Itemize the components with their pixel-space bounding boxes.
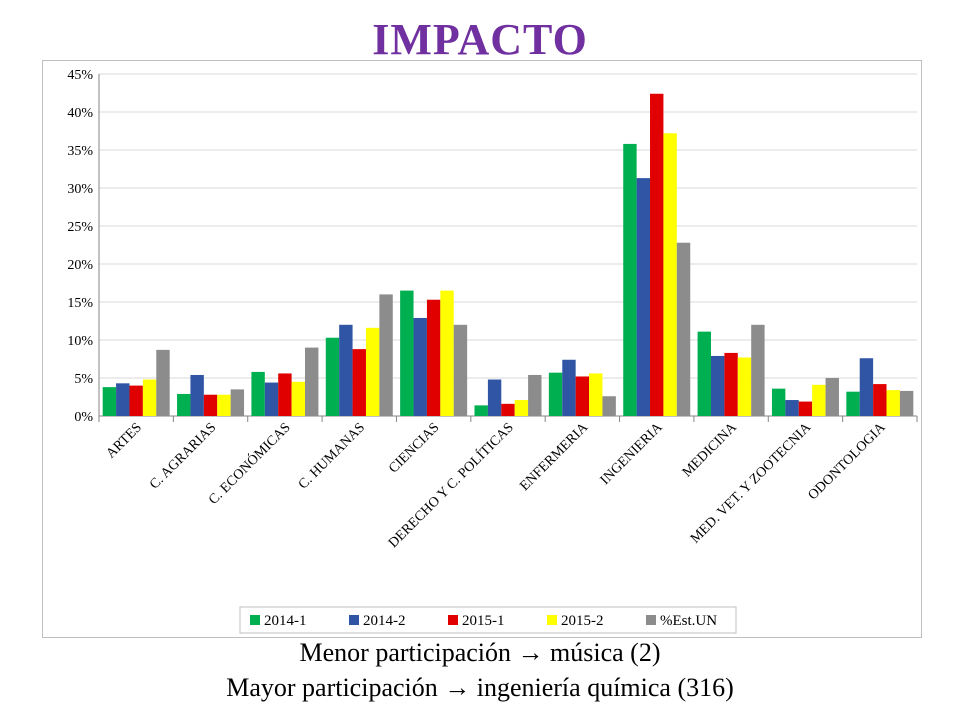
- bar: [724, 352, 738, 416]
- bar: [501, 403, 515, 416]
- y-tick-label: 0%: [74, 410, 93, 425]
- legend-label: 2015-2: [561, 613, 604, 629]
- bar: [589, 373, 603, 416]
- bar: [771, 388, 786, 416]
- bar: [575, 376, 590, 416]
- bar: [453, 324, 468, 416]
- x-tick-label: INGENIERIA: [598, 420, 666, 488]
- x-tick-label: MED. VET. Y ZOOTECNIA: [688, 420, 815, 547]
- bar: [825, 378, 839, 416]
- bar: [528, 374, 542, 416]
- bar: [751, 324, 765, 416]
- bar: [156, 349, 170, 416]
- bar: [177, 393, 191, 416]
- bar: [278, 373, 292, 416]
- y-tick-label: 45%: [67, 68, 93, 83]
- x-tick-label: C. HUMANAS: [296, 420, 368, 492]
- bar: [217, 394, 231, 416]
- caption-min-participation: Menor participación → música (2): [299, 638, 661, 667]
- y-tick-label: 40%: [67, 106, 93, 121]
- bar: [203, 394, 218, 416]
- bar: [325, 337, 340, 416]
- bar: [737, 357, 752, 416]
- legend-swatch: [547, 615, 557, 625]
- bar: [676, 242, 691, 416]
- bar: [365, 327, 380, 416]
- bar: [413, 317, 427, 416]
- bar: [264, 382, 279, 416]
- x-tick-label: ODONTOLOGIA: [806, 420, 890, 504]
- x-tick-label: ENFERMERIA: [517, 420, 591, 494]
- y-tick-label: 10%: [67, 334, 93, 349]
- bar: [251, 371, 265, 416]
- bar: [859, 358, 874, 416]
- legend-swatch: [349, 615, 359, 625]
- bar: [636, 178, 651, 416]
- bar: [548, 372, 563, 416]
- bar: [650, 93, 664, 416]
- bar: [487, 379, 502, 416]
- legend-label: 2015-1: [462, 613, 505, 629]
- bar: [899, 390, 914, 416]
- x-tick-label: CIENCIAS: [386, 420, 442, 476]
- bar: [846, 391, 860, 416]
- bar: [339, 324, 353, 416]
- bar: [230, 389, 245, 416]
- legend-swatch: [646, 615, 656, 625]
- bar: [812, 384, 826, 416]
- legend-swatch: [448, 615, 458, 625]
- bar: [474, 405, 488, 416]
- bar: [379, 294, 393, 416]
- bar: [514, 400, 529, 416]
- bar: [440, 290, 454, 416]
- slide-title: IMPACTO: [372, 15, 588, 64]
- bar-chart: 0% 5% 10% 15% 20% 25% 30% 35% 40% 45% ARTES C. AGRA…: [67, 68, 918, 634]
- bar: [562, 359, 576, 416]
- bar: [190, 374, 204, 416]
- bar: [785, 400, 799, 416]
- legend-swatch: [250, 615, 260, 625]
- bar: [710, 355, 725, 416]
- bar: [142, 379, 157, 416]
- y-tick-label: 30%: [67, 182, 93, 197]
- y-tick-label: 25%: [67, 220, 93, 235]
- legend-label: 2014-2: [363, 613, 406, 629]
- bar: [798, 401, 813, 416]
- bar: [623, 143, 637, 417]
- bar: [426, 299, 441, 416]
- x-tick-label: DERECHO Y C. POLÍTICAS: [385, 419, 517, 551]
- bar: [663, 133, 677, 416]
- x-tick-label: C. AGRARIAS: [147, 420, 219, 492]
- bar: [129, 385, 143, 416]
- caption-max-participation: Mayor participación → ingeniería química…: [226, 673, 734, 702]
- bar: [352, 349, 366, 416]
- bar: [602, 396, 616, 416]
- chart-frame: 0% 5% 10% 15% 20% 25% 30% 35% 40% 45% ARTES C. AGRA…: [42, 60, 922, 638]
- bar: [291, 381, 306, 416]
- y-tick-label: 15%: [67, 296, 93, 311]
- bar: [116, 383, 130, 416]
- bar: [400, 290, 414, 416]
- bar: [697, 331, 711, 416]
- y-tick-label: 35%: [67, 144, 93, 159]
- bar: [873, 384, 887, 416]
- legend-label: 2014-1: [264, 613, 307, 629]
- bar: [886, 390, 900, 416]
- legend-label: %Est.UN: [660, 613, 717, 629]
- bar: [102, 387, 117, 416]
- bar: [305, 347, 319, 416]
- x-tick-label: C. ECONÓMICAS: [205, 419, 294, 508]
- x-tick-label: MEDICINA: [680, 420, 741, 481]
- x-tick-label: ARTES: [104, 420, 145, 461]
- y-tick-label: 20%: [67, 258, 93, 273]
- y-tick-label: 5%: [74, 372, 93, 387]
